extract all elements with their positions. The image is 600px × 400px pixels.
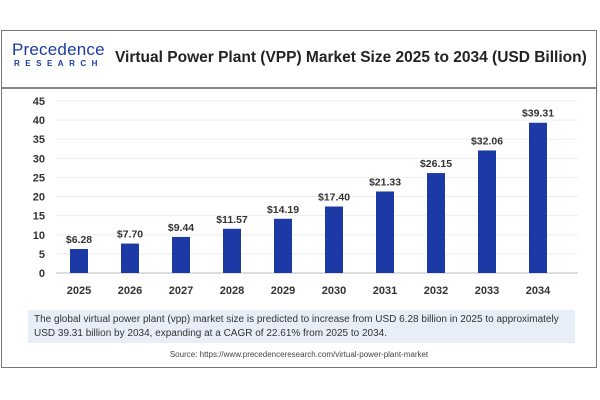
y-tick-label: 40: [33, 115, 45, 127]
data-label: $9.44: [168, 222, 194, 234]
x-tick-label: 2032: [424, 285, 448, 297]
x-tick-label: 2025: [67, 285, 91, 297]
y-tick-label: 0: [39, 268, 45, 280]
data-label: $17.40: [318, 191, 350, 203]
data-label: $32.06: [471, 135, 503, 147]
data-label: $26.15: [420, 158, 452, 170]
data-label: $21.33: [369, 176, 401, 188]
x-tick-label: 2028: [220, 285, 244, 297]
x-tick-label: 2027: [169, 285, 193, 297]
y-tick-label: 15: [33, 211, 45, 223]
x-tick-label: 2031: [373, 285, 397, 297]
bar: [121, 243, 139, 273]
bar: [325, 206, 343, 273]
y-tick-label: 30: [33, 153, 45, 165]
source-text: Source: https://www.precedenceresearch.c…: [169, 350, 429, 359]
y-tick-label: 35: [33, 134, 45, 146]
data-label: $11.57: [216, 214, 248, 226]
summary-box: The global virtual power plant (vpp) mar…: [28, 310, 575, 343]
y-tick-label: 10: [33, 230, 45, 242]
y-tick-label: 25: [33, 172, 45, 184]
bar: [70, 248, 88, 273]
x-tick-label: 2030: [322, 285, 346, 297]
bar: [529, 122, 547, 273]
x-tick-label: 2026: [118, 285, 142, 297]
x-tick-label: 2034: [526, 285, 551, 297]
bar-chart: 051015202530354045$6.282025$7.702026$9.4…: [33, 96, 578, 297]
data-label: $39.31: [522, 108, 554, 120]
bar: [427, 173, 445, 273]
bar: [223, 228, 241, 273]
bar: [274, 218, 292, 273]
data-label: $14.19: [267, 204, 299, 216]
bar: [376, 191, 394, 273]
logo-subtext: RESEARCH: [14, 59, 103, 68]
logo-text: Precedence: [12, 40, 105, 59]
precedence-research-logo: Precedence RESEARCH: [12, 40, 105, 77]
bar: [478, 150, 496, 273]
chart-title: Virtual Power Plant (VPP) Market Size 20…: [115, 49, 587, 66]
y-tick-label: 45: [33, 96, 45, 108]
header: Precedence RESEARCH Virtual Power Plant …: [2, 31, 596, 89]
chart-frame: Precedence RESEARCH Virtual Power Plant …: [1, 30, 597, 368]
x-tick-label: 2033: [475, 285, 499, 297]
y-tick-label: 5: [39, 249, 45, 261]
data-label: $6.28: [66, 234, 92, 246]
data-label: $7.70: [117, 229, 143, 241]
bar: [172, 236, 190, 273]
x-tick-label: 2029: [271, 285, 295, 297]
y-tick-label: 20: [33, 192, 45, 204]
